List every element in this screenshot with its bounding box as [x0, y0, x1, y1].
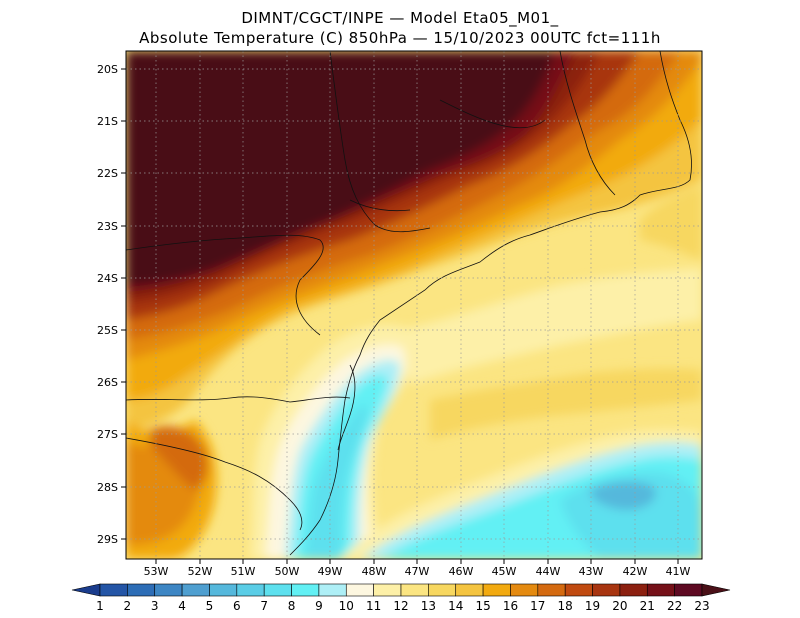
colorbar-label: 21: [640, 599, 655, 613]
map-frame: [125, 50, 703, 560]
lon-label: 42W: [623, 565, 648, 578]
grid-lines: [126, 51, 702, 559]
lon-label: 44W: [536, 565, 561, 578]
lat-label: 28S: [97, 481, 118, 494]
colorbar-swatch: [373, 583, 402, 597]
colorbar-swatch: [400, 583, 429, 597]
colorbar-label: 2: [124, 599, 132, 613]
colorbar-label: 8: [288, 599, 296, 613]
colorbar-swatch: [263, 583, 292, 597]
lon-label: 50W: [275, 565, 300, 578]
state-border: [126, 396, 351, 403]
colorbar-swatch: [99, 583, 128, 597]
lagoon-shore: [337, 364, 356, 451]
colorbar-label: 18: [558, 599, 573, 613]
axis-ticks: [121, 68, 679, 564]
chart-title-line1: DIMNT/CGCT/INPE — Model Eta05_M01_: [241, 9, 559, 27]
coastline-borders: [126, 51, 692, 556]
chart-title-line2: Absolute Temperature (C) 850hPa — 15/10/…: [139, 29, 661, 47]
colorbar-swatch: [510, 583, 539, 597]
lat-label: 22S: [97, 167, 118, 180]
colorbar-label: 7: [260, 599, 268, 613]
lon-label: 52W: [188, 565, 213, 578]
colorbar-label: 23: [694, 599, 709, 613]
lon-label: 43W: [579, 565, 604, 578]
longitude-labels: 53W 52W 51W 50W 49W 48W 47W 46W 45W 44W …: [144, 565, 691, 578]
lon-label: 53W: [144, 565, 169, 578]
colorbar-label: 4: [178, 599, 186, 613]
latitude-labels: 20S 21S 22S 23S 24S 25S 26S 27S 28S 29S: [97, 63, 118, 546]
colorbar-label: 16: [503, 599, 518, 613]
temperature-field: [126, 51, 702, 559]
colorbar-label: 20: [612, 599, 627, 613]
colorbar-swatch: [619, 583, 648, 597]
state-border: [126, 234, 324, 336]
colorbar-swatch: [127, 583, 156, 597]
lon-label: 46W: [449, 565, 474, 578]
colorbar-swatch: [564, 583, 593, 597]
colorbar-arrow-high: [701, 583, 731, 597]
colorbar-swatch: [318, 583, 347, 597]
colorbar-label: 15: [475, 599, 490, 613]
lat-label: 23S: [97, 220, 118, 233]
colorbar-swatch: [592, 583, 621, 597]
colorbar-label: 6: [233, 599, 241, 613]
lon-label: 41W: [666, 565, 691, 578]
colorbar-label: 12: [393, 599, 408, 613]
river: [349, 199, 411, 212]
colorbar-swatch: [482, 583, 511, 597]
lon-label: 45W: [492, 565, 517, 578]
colorbar-swatch: [646, 583, 675, 597]
lat-label: 25S: [97, 324, 118, 337]
lat-label: 26S: [97, 376, 118, 389]
lon-label: 47W: [405, 565, 430, 578]
colorbar-label: 9: [315, 599, 323, 613]
coastline: [289, 51, 692, 556]
colorbar-swatch: [181, 583, 210, 597]
state-border: [559, 51, 616, 196]
lat-label: 29S: [97, 533, 118, 546]
colorbar-swatch: [291, 583, 320, 597]
colorbar-swatch: [428, 583, 457, 597]
colorbar-label: 17: [530, 599, 545, 613]
colorbar: 1 2 3 4 5 6 7 8 9 10 11 12 13 14 15 16 17 18 19 20 21 22 23: [71, 583, 731, 613]
colorbar-arrow-low: [71, 583, 101, 597]
colorbar-swatch: [209, 583, 238, 597]
colorbar-label: 11: [366, 599, 381, 613]
river: [439, 99, 546, 129]
state-border: [329, 51, 431, 233]
colorbar-label: 5: [206, 599, 214, 613]
colorbar-label: 10: [339, 599, 354, 613]
colorbar-label: 19: [585, 599, 600, 613]
lat-label: 24S: [97, 272, 118, 285]
colorbar-swatch: [345, 583, 374, 597]
colorbar-label: 14: [448, 599, 463, 613]
colorbar-label: 22: [667, 599, 682, 613]
lat-label: 27S: [97, 428, 118, 441]
lon-label: 49W: [318, 565, 343, 578]
lat-label: 20S: [97, 63, 118, 76]
colorbar-label: 13: [421, 599, 436, 613]
colorbar-label: 3: [151, 599, 159, 613]
colorbar-swatch: [236, 583, 265, 597]
lon-label: 48W: [362, 565, 387, 578]
colorbar-swatch: [455, 583, 484, 597]
state-border: [126, 437, 303, 531]
colorbar-swatch: [674, 583, 703, 597]
colorbar-swatch: [537, 583, 566, 597]
colorbar-label: 1: [96, 599, 104, 613]
lat-label: 21S: [97, 115, 118, 128]
colorbar-swatch: [154, 583, 183, 597]
lon-label: 51W: [231, 565, 256, 578]
